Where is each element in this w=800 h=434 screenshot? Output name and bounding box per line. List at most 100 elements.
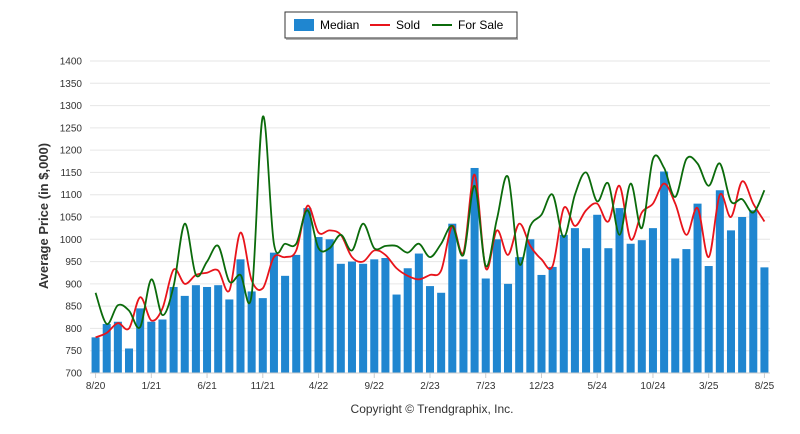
bar-median <box>325 239 334 373</box>
x-tick-label: 3/25 <box>699 381 719 392</box>
y-tick-label: 850 <box>65 302 82 313</box>
bar-median <box>682 249 691 373</box>
bar-median <box>303 208 312 373</box>
bar-median <box>258 298 267 373</box>
bar-median <box>336 263 345 373</box>
bar-median <box>347 261 356 373</box>
bar-median <box>169 286 178 373</box>
bar-median <box>247 291 256 373</box>
x-tick-label: 4/22 <box>309 381 329 392</box>
bar-median <box>359 263 368 373</box>
y-tick-label: 1250 <box>60 123 83 134</box>
bar-median <box>615 208 624 373</box>
grid-lines <box>90 60 770 374</box>
bar-median <box>570 228 579 373</box>
bar-median <box>381 258 390 373</box>
bar-median <box>147 321 156 373</box>
y-tick-label: 950 <box>65 257 82 268</box>
legend-label-for-sale: For Sale <box>458 18 504 32</box>
bar-median <box>214 285 223 373</box>
bar-median <box>91 337 100 373</box>
y-tick-label: 1000 <box>60 235 83 246</box>
x-tick-label: 8/25 <box>755 381 775 392</box>
bar-median <box>425 286 435 373</box>
bar-median <box>492 239 501 373</box>
bar-median <box>236 259 245 373</box>
bar-median <box>559 234 568 373</box>
bar-median <box>715 190 724 373</box>
bar-median <box>515 257 524 373</box>
copyright-text: Copyright © Trendgraphix, Inc. <box>351 402 514 416</box>
x-tick-label: 12/23 <box>529 381 554 392</box>
bar-median <box>671 258 680 373</box>
bar-median <box>693 203 702 373</box>
legend-label-median: Median <box>320 18 359 32</box>
bar-median <box>738 217 747 373</box>
legend-swatch-median <box>294 19 314 31</box>
y-tick-label: 1050 <box>60 213 83 224</box>
x-tick-label: 6/21 <box>197 381 217 392</box>
bar-median <box>158 319 167 373</box>
x-tick-label: 5/24 <box>587 381 607 392</box>
line-series-layer <box>94 115 766 339</box>
bar-median <box>726 230 735 373</box>
line-sold <box>95 173 766 339</box>
bar-median <box>637 240 646 373</box>
bar-median <box>136 308 145 373</box>
x-tick-label: 9/22 <box>365 381 385 392</box>
y-tick-label: 800 <box>65 324 82 335</box>
bar-median <box>437 292 446 373</box>
y-tick-label: 1400 <box>60 57 83 68</box>
y-tick-label: 900 <box>65 279 82 290</box>
legend: Median Sold For Sale <box>284 11 518 40</box>
bar-median <box>180 295 189 373</box>
legend-box <box>284 11 518 39</box>
bar-median <box>582 248 591 373</box>
line-for-sale <box>94 115 766 329</box>
y-tick-label: 1100 <box>60 190 82 201</box>
x-tick-label: 8/20 <box>86 381 106 392</box>
y-tick-label: 1350 <box>60 79 83 90</box>
bar-median <box>225 299 234 373</box>
axes: 700 750 800 850 900 950 1000 1050 1100 1150 1200 12… <box>60 57 775 393</box>
bar-median <box>660 171 669 373</box>
bar-median <box>414 253 423 373</box>
y-tick-label: 700 <box>65 369 82 380</box>
y-tick-label: 1200 <box>60 146 83 157</box>
bar-median <box>481 278 490 373</box>
x-tick-label: 10/24 <box>640 381 665 392</box>
bar-median <box>370 259 379 373</box>
y-tick-label: 1300 <box>60 101 83 112</box>
bar-median <box>403 268 412 373</box>
bar-median <box>203 286 212 373</box>
bar-median <box>626 243 635 373</box>
bar-median <box>749 210 758 373</box>
bar-median <box>191 285 200 373</box>
bar-median <box>526 239 535 373</box>
bar-median <box>392 294 401 373</box>
bar-median <box>448 223 457 373</box>
bar-median <box>459 259 468 373</box>
bar-median <box>548 266 557 373</box>
x-tick-label: 2/23 <box>420 381 440 392</box>
bar-median <box>281 275 290 373</box>
x-tick-label: 7/23 <box>476 381 496 392</box>
bar-median <box>269 252 278 373</box>
bar-median <box>537 274 546 373</box>
bar-median <box>470 167 479 373</box>
y-tick-label: 750 <box>65 346 82 357</box>
bar-median <box>113 321 122 373</box>
bar-median <box>704 266 713 373</box>
bar-median <box>314 237 323 373</box>
bar-series-median <box>91 167 769 373</box>
legend-label-sold: Sold <box>396 18 420 32</box>
y-tick-label: 1150 <box>60 168 82 179</box>
y-axis-title: Average Price (in $,000) <box>36 143 51 289</box>
bar-median <box>504 283 513 373</box>
x-tick-label: 1/21 <box>142 381 162 392</box>
bar-median <box>292 254 301 373</box>
bar-median <box>102 323 111 373</box>
bar-median <box>648 228 657 373</box>
